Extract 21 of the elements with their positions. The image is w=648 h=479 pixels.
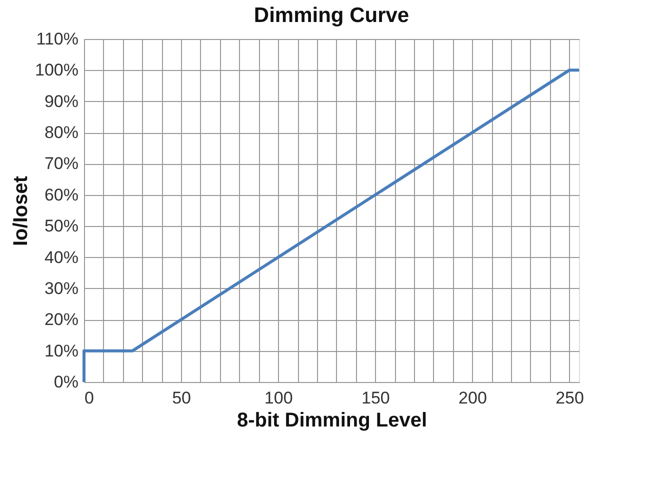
y-tick-label: 50% bbox=[44, 216, 78, 236]
y-axis-title: Io/Ioset bbox=[10, 176, 32, 246]
x-tick-label: 200 bbox=[458, 388, 487, 408]
y-tick-label: 30% bbox=[44, 278, 78, 298]
y-tick-label: 20% bbox=[44, 310, 78, 330]
y-tick-label: 60% bbox=[44, 185, 78, 204]
y-tick-label: 0% bbox=[54, 372, 78, 392]
x-tick-label: 100 bbox=[264, 388, 293, 408]
x-tick-label: 150 bbox=[361, 388, 390, 408]
y-tick-label: 110% bbox=[36, 30, 78, 48]
y-tick-label: 10% bbox=[44, 341, 78, 360]
chart-title: Dimming Curve bbox=[254, 4, 410, 27]
y-tick-label: 40% bbox=[44, 248, 78, 267]
x-tick-label: 250 bbox=[556, 388, 584, 408]
x-axis-title: 8-bit Dimming Level bbox=[236, 410, 428, 432]
y-tick-label: 90% bbox=[44, 92, 78, 111]
y-tick-label: 70% bbox=[44, 154, 78, 174]
x-tick-label: 50 bbox=[172, 388, 192, 408]
x-tick-label: 0 bbox=[84, 388, 94, 408]
y-tick-label: 80% bbox=[44, 123, 78, 142]
y-tick-label: 100% bbox=[35, 60, 78, 80]
